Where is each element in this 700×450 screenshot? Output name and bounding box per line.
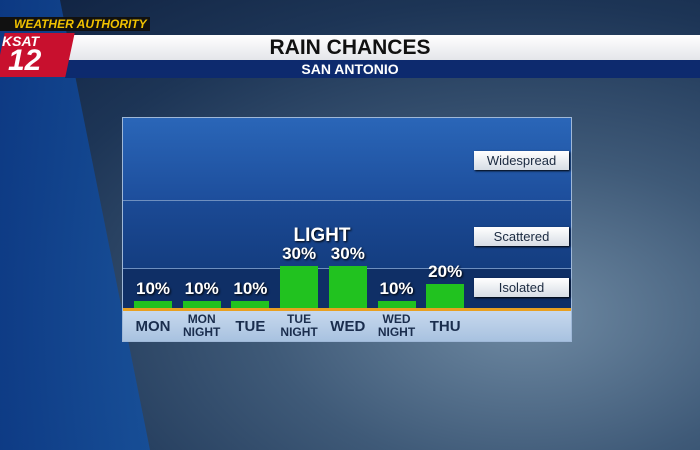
x-tick-label: MON NIGHT (183, 312, 221, 339)
baseline (123, 308, 571, 311)
bar (377, 301, 416, 308)
chart-panel: Widespread Scattered Isolated LIGHT MON 1… (122, 117, 572, 342)
value-label: 10% (184, 279, 219, 299)
bar (182, 301, 221, 308)
band-label: Widespread (474, 151, 569, 170)
value-label: 30% (282, 244, 317, 264)
annotation: LIGHT (293, 225, 351, 246)
x-tick-label: MON (135, 317, 171, 335)
value-label: 20% (428, 261, 463, 281)
bar (231, 301, 270, 308)
bar (426, 283, 465, 308)
value-label: 10% (135, 279, 171, 299)
x-tick-label: TUE NIGHT (280, 312, 318, 339)
x-tick-label: TUE (235, 317, 266, 335)
chart-title: RAIN CHANCES (269, 36, 431, 59)
bar (328, 266, 367, 308)
x-tick-label: WED (330, 317, 366, 335)
title-bar (65, 35, 700, 60)
subtitle-bar (65, 60, 700, 78)
tagline-bar (0, 17, 150, 31)
bar (134, 301, 172, 308)
value-label: 10% (379, 279, 414, 299)
x-tick-label: THU (429, 317, 461, 335)
value-label: 10% (233, 279, 268, 299)
bar (280, 266, 319, 308)
chart-subtitle: SAN ANTONIO (301, 61, 399, 77)
band-label: Isolated (474, 278, 569, 297)
x-tick-label: WED NIGHT (377, 312, 416, 339)
band-label: Scattered (474, 227, 569, 246)
value-label: 30% (330, 244, 365, 264)
category-strip (123, 309, 571, 341)
tagline: WEATHER AUTHORITY (14, 17, 147, 31)
logo-station: KSAT (2, 33, 40, 49)
logo-channel: 12 (8, 44, 42, 77)
